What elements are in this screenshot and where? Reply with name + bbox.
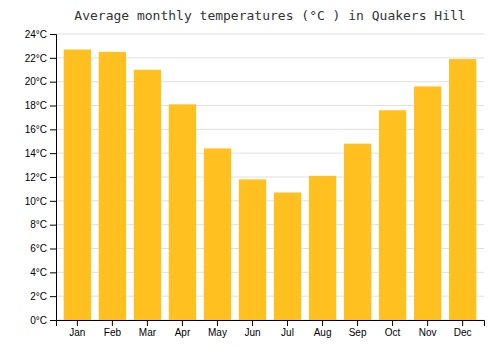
bar	[309, 176, 336, 320]
x-tick: Nov	[419, 320, 437, 338]
grid-line	[56, 34, 484, 35]
y-axis-line	[50, 35, 57, 321]
bar	[274, 192, 301, 320]
y-tick-label: 10°C	[25, 196, 47, 207]
y-tick-label: 4°C	[30, 267, 47, 278]
x-tick-mark	[182, 320, 183, 326]
bar	[449, 59, 476, 320]
x-tick-label: Dec	[454, 327, 472, 338]
bar	[169, 104, 196, 320]
y-tick-label: 14°C	[25, 148, 47, 159]
x-tick-label: Jul	[281, 327, 294, 338]
x-tick: May	[208, 320, 227, 338]
y-tick-label: 12°C	[25, 172, 47, 183]
bar	[379, 110, 406, 320]
bar	[64, 49, 91, 320]
y-tick: 18°C	[25, 100, 56, 111]
x-tick-mark	[112, 320, 113, 326]
y-tick: 20°C	[25, 76, 56, 87]
y-tick-label: 16°C	[25, 124, 47, 135]
x-tick-label: May	[208, 327, 227, 338]
x-tick-label: Mar	[139, 327, 157, 338]
y-tick: 12°C	[25, 172, 56, 183]
y-tick-mark	[50, 153, 56, 154]
x-tick-mark	[77, 320, 78, 326]
x-tick-label: Apr	[175, 327, 191, 338]
bar	[134, 70, 161, 320]
x-axis: Jan Feb Mar Apr May Jun Jul Aug Sep Oct Nov Dec	[57, 320, 485, 338]
y-tick: 14°C	[25, 148, 56, 159]
bar	[204, 148, 231, 320]
grid	[56, 34, 484, 320]
y-tick-mark	[50, 296, 56, 297]
x-tick-label: Feb	[104, 327, 122, 338]
x-axis-line	[57, 321, 485, 327]
y-tick: 10°C	[25, 196, 56, 207]
y-tick: 2°C	[30, 291, 56, 302]
x-tick: Oct	[385, 320, 401, 338]
y-tick-label: 2°C	[30, 291, 47, 302]
x-tick-mark	[217, 320, 218, 326]
y-tick-label: 8°C	[30, 219, 47, 230]
y-tick: 16°C	[25, 124, 56, 135]
x-tick: Sep	[349, 320, 367, 338]
y-tick: 4°C	[30, 267, 56, 278]
x-tick-label: Jan	[69, 327, 85, 338]
y-tick: 22°C	[25, 53, 56, 64]
x-tick: Jan	[69, 320, 85, 338]
bar	[239, 179, 266, 320]
x-tick-label: Nov	[419, 327, 437, 338]
y-tick-mark	[50, 225, 56, 226]
y-tick-mark	[50, 249, 56, 250]
y-tick-mark	[50, 129, 56, 130]
y-axis: 0°C 2°C 4°C 6°C 8°C 10°C 12°C 14°C 16°C 18°C 20°C 2…	[25, 29, 57, 326]
y-tick-label: 22°C	[25, 53, 47, 64]
x-tick-mark	[357, 320, 358, 326]
y-tick: 8°C	[30, 219, 56, 230]
x-tick: Aug	[314, 320, 332, 338]
x-tick: Jul	[281, 320, 294, 338]
x-tick-mark	[252, 320, 253, 326]
title: Average monthly temperatures (°C ) in Qu…	[74, 8, 465, 23]
x-tick: Mar	[139, 320, 157, 338]
y-tick-label: 6°C	[30, 243, 47, 254]
bar	[99, 52, 126, 320]
bar	[414, 86, 441, 320]
chart: 0°C 2°C 4°C 6°C 8°C 10°C 12°C 14°C 16°C 18°C 20°C 2…	[0, 0, 500, 350]
y-tick-label: 18°C	[25, 100, 47, 111]
x-tick-mark	[287, 320, 288, 326]
x-tick: Feb	[104, 320, 122, 338]
y-tick-mark	[50, 272, 56, 273]
y-tick-label: 0°C	[30, 315, 47, 326]
bars	[64, 49, 477, 320]
y-tick-mark	[50, 34, 56, 35]
x-tick-label: Aug	[314, 327, 332, 338]
y-tick: 6°C	[30, 243, 56, 254]
y-tick-mark	[50, 58, 56, 59]
x-tick-mark	[322, 320, 323, 326]
x-tick-label: Oct	[385, 327, 401, 338]
x-tick-mark	[392, 320, 393, 326]
y-tick-mark	[50, 320, 56, 321]
y-tick-mark	[50, 201, 56, 202]
y-tick: 0°C	[30, 315, 56, 326]
x-tick-label: Sep	[349, 327, 367, 338]
y-tick: 24°C	[25, 29, 56, 40]
bar	[344, 144, 371, 320]
x-tick: Dec	[454, 320, 472, 338]
y-tick-mark	[50, 106, 56, 107]
y-tick-label: 20°C	[25, 76, 47, 87]
x-tick: Apr	[175, 320, 191, 338]
y-tick-mark	[50, 177, 56, 178]
y-tick-mark	[50, 82, 56, 83]
x-tick-mark	[147, 320, 148, 326]
x-tick: Jun	[244, 320, 260, 338]
y-tick-label: 24°C	[25, 29, 47, 40]
x-tick-label: Jun	[244, 327, 260, 338]
x-tick-mark	[427, 320, 428, 326]
x-tick-mark	[462, 320, 463, 326]
